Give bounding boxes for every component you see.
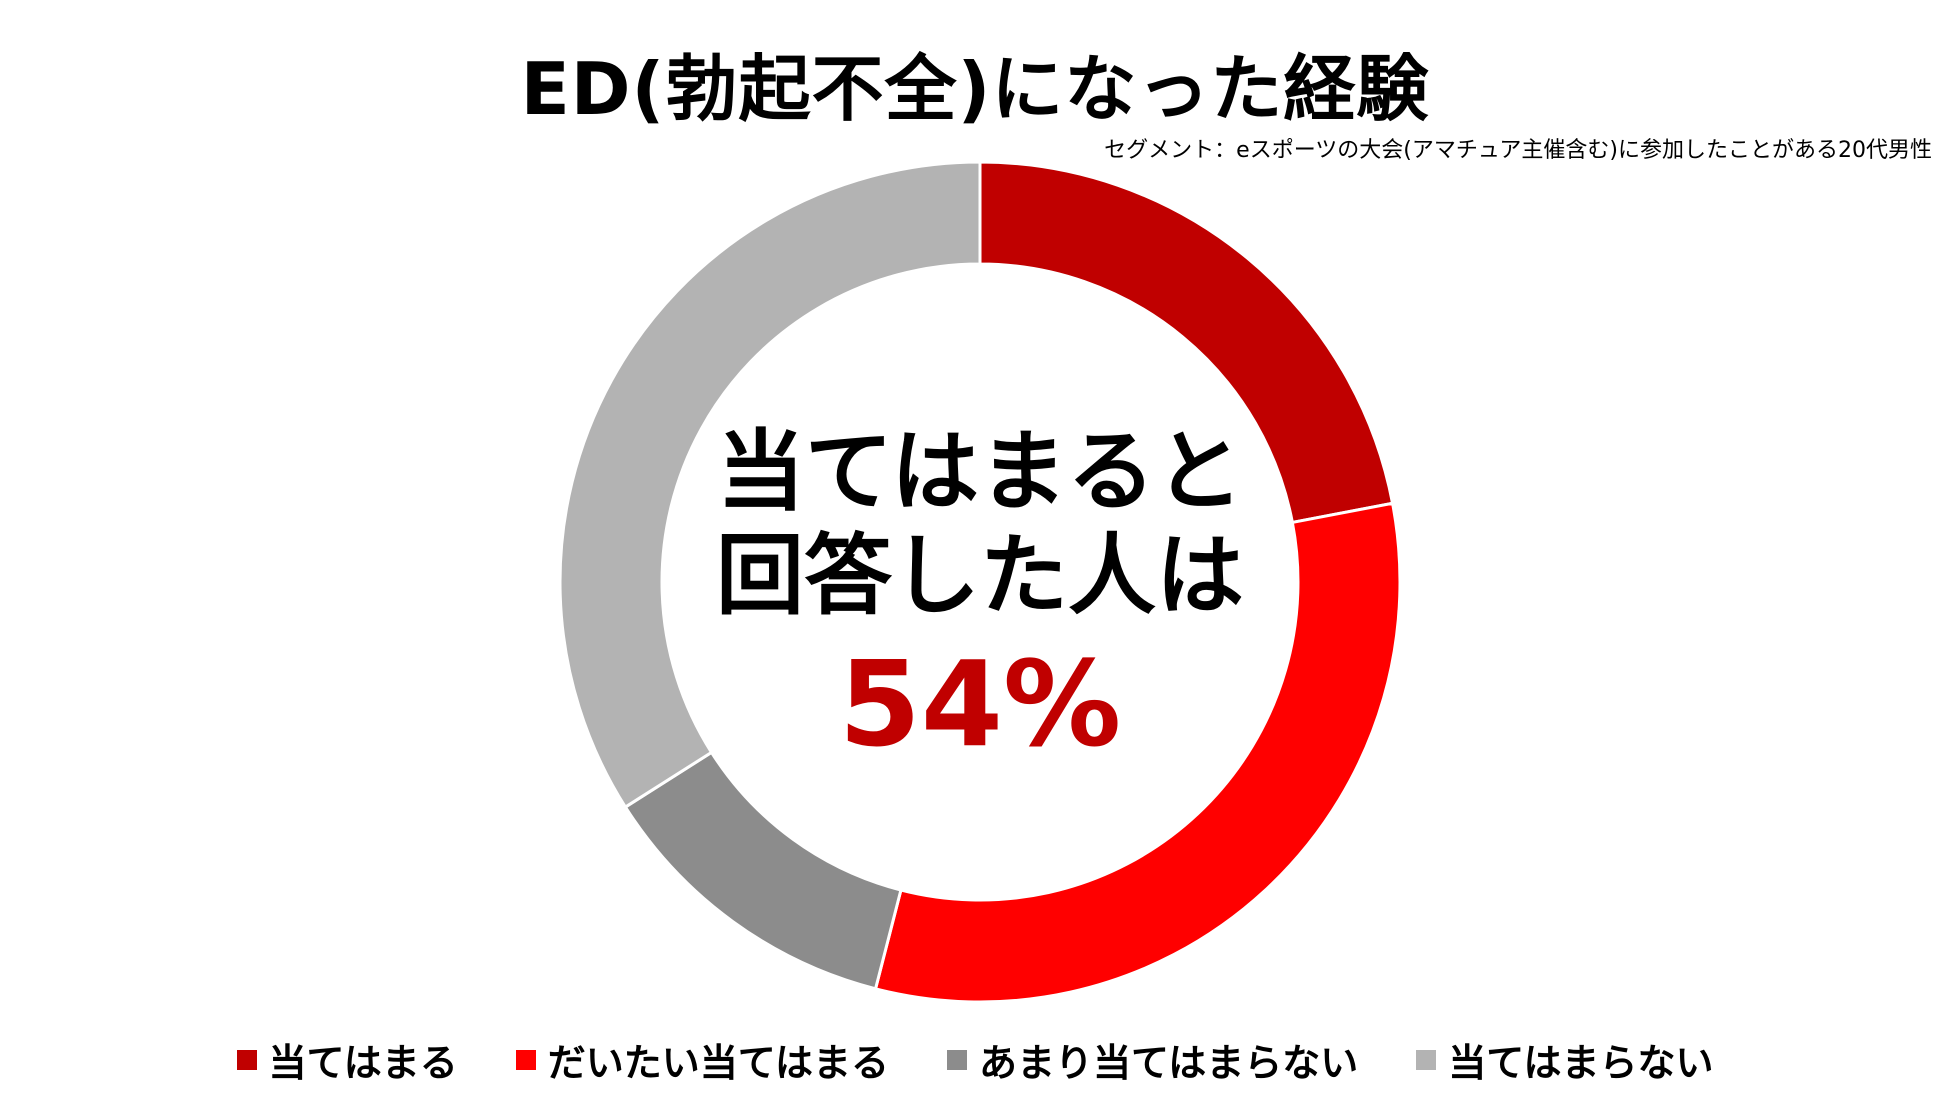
center-text-line2: 回答した人は <box>715 524 1244 627</box>
legend-item-atehamaranai: 当てはまらない <box>1416 1032 1714 1087</box>
legend-label: あまり当てはまらない <box>979 1041 1359 1085</box>
chart-legend: 当てはまる だいたい当てはまる あまり当てはまらない 当てはまらない <box>0 1032 1950 1087</box>
chart-subtitle: セグメント：eスポーツの大会(アマチュア主催含む)に参加したことがある20代男性 <box>1104 138 1932 163</box>
center-text-value: 54% <box>838 635 1122 773</box>
legend-label: 当てはまらない <box>1448 1041 1714 1085</box>
legend-swatch <box>515 1049 536 1070</box>
legend-swatch <box>236 1049 257 1070</box>
legend-item-daitai-atehamaru: だいたい当てはまる <box>515 1032 889 1087</box>
legend-label: 当てはまる <box>268 1041 458 1085</box>
legend-item-atehamaru: 当てはまる <box>236 1032 458 1087</box>
legend-swatch <box>947 1049 967 1070</box>
donut-slice-3 <box>558 160 982 810</box>
legend-label: だいたい当てはまる <box>547 1041 889 1085</box>
chart-title: ED(勃起不全)になった経験 <box>520 47 1430 131</box>
legend-swatch <box>1416 1049 1437 1070</box>
center-callout: 当てはまると 回答した人は 54% <box>675 420 1285 774</box>
donut-slice-1 <box>873 501 1402 1004</box>
donut-slice-2 <box>623 750 903 991</box>
center-text-line1: 当てはまると <box>716 420 1244 523</box>
legend-item-amari-atehamaranai: あまり当てはまらない <box>947 1032 1358 1087</box>
